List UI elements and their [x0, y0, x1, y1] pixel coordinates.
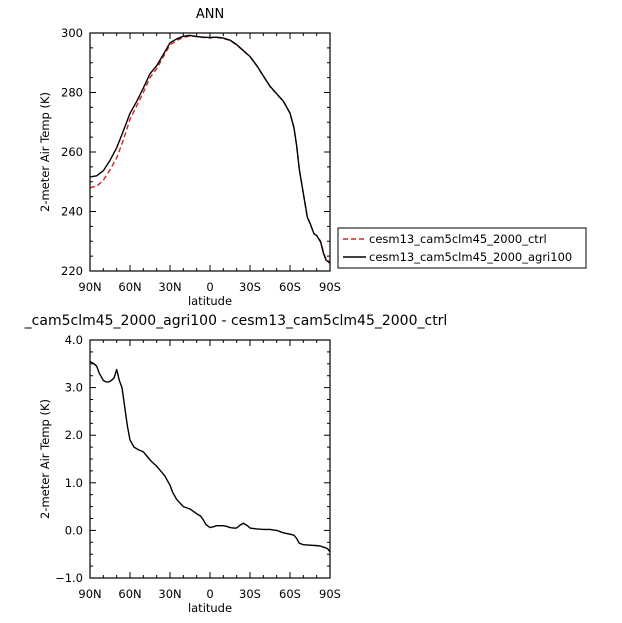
y-tick-label: 220 — [61, 264, 83, 278]
x-axis-label: latitude — [188, 601, 232, 615]
y-tick-label: 3.0 — [65, 381, 83, 395]
series-line-0 — [89, 360, 331, 553]
x-axis-label: latitude — [188, 294, 232, 308]
x-tick-label: 60S — [279, 280, 301, 294]
y-axis-label: 2-meter Air Temp (K) — [38, 399, 52, 519]
x-tick-label: 0 — [206, 280, 213, 294]
y-tick-label: 1.0 — [65, 476, 83, 490]
x-tick-label: 60N — [118, 280, 141, 294]
x-tick-label: 30S — [239, 587, 261, 601]
top-panel-annual-temp: ANN 220 240 260 280 300 90N 60N 30N 0 30S 60S 90S lat… — [38, 7, 341, 308]
y-tick-label: 260 — [61, 145, 83, 159]
x-tick-label: 90S — [319, 280, 341, 294]
chart-title: _cam5clm45_2000_agri100 - cesm13_cam5clm… — [24, 313, 448, 329]
x-tick-label: 60S — [279, 587, 301, 601]
x-tick-label: 90N — [78, 280, 101, 294]
y-tick-label: 4.0 — [65, 333, 83, 347]
y-tick-label: 280 — [61, 86, 83, 100]
x-tick-label: 90S — [319, 587, 341, 601]
y-tick-label: 0.0 — [65, 523, 83, 537]
x-tick-label: 0 — [206, 587, 213, 601]
y-tick-label: 240 — [61, 205, 83, 219]
legend-entry-label: cesm13_cam5clm45_2000_ctrl — [369, 232, 547, 246]
legend-box — [337, 227, 587, 269]
x-tick-label: 30N — [158, 587, 181, 601]
x-tick-label: 30S — [239, 280, 261, 294]
plot-frame — [89, 339, 331, 579]
x-tick-label: 30N — [158, 280, 181, 294]
x-tick-label: 60N — [118, 587, 141, 601]
series-line-0 — [89, 35, 331, 263]
series-line-1 — [89, 34, 331, 264]
y-tick-label: −1.0 — [55, 571, 83, 585]
y-tick-label: 2.0 — [65, 428, 83, 442]
y-tick-label: 300 — [61, 26, 83, 40]
plot-frame — [89, 32, 331, 272]
legend: cesm13_cam5clm45_2000_ctrl cesm13_cam5clm… — [337, 227, 587, 269]
bottom-panel-temp-difference: _cam5clm45_2000_agri100 - cesm13_cam5clm… — [24, 313, 448, 615]
chart-title: ANN — [196, 7, 224, 22]
y-axis-label: 2-meter Air Temp (K) — [38, 92, 52, 212]
legend-entry-label: cesm13_cam5clm45_2000_agri100 — [369, 250, 572, 264]
x-tick-label: 90N — [78, 587, 101, 601]
